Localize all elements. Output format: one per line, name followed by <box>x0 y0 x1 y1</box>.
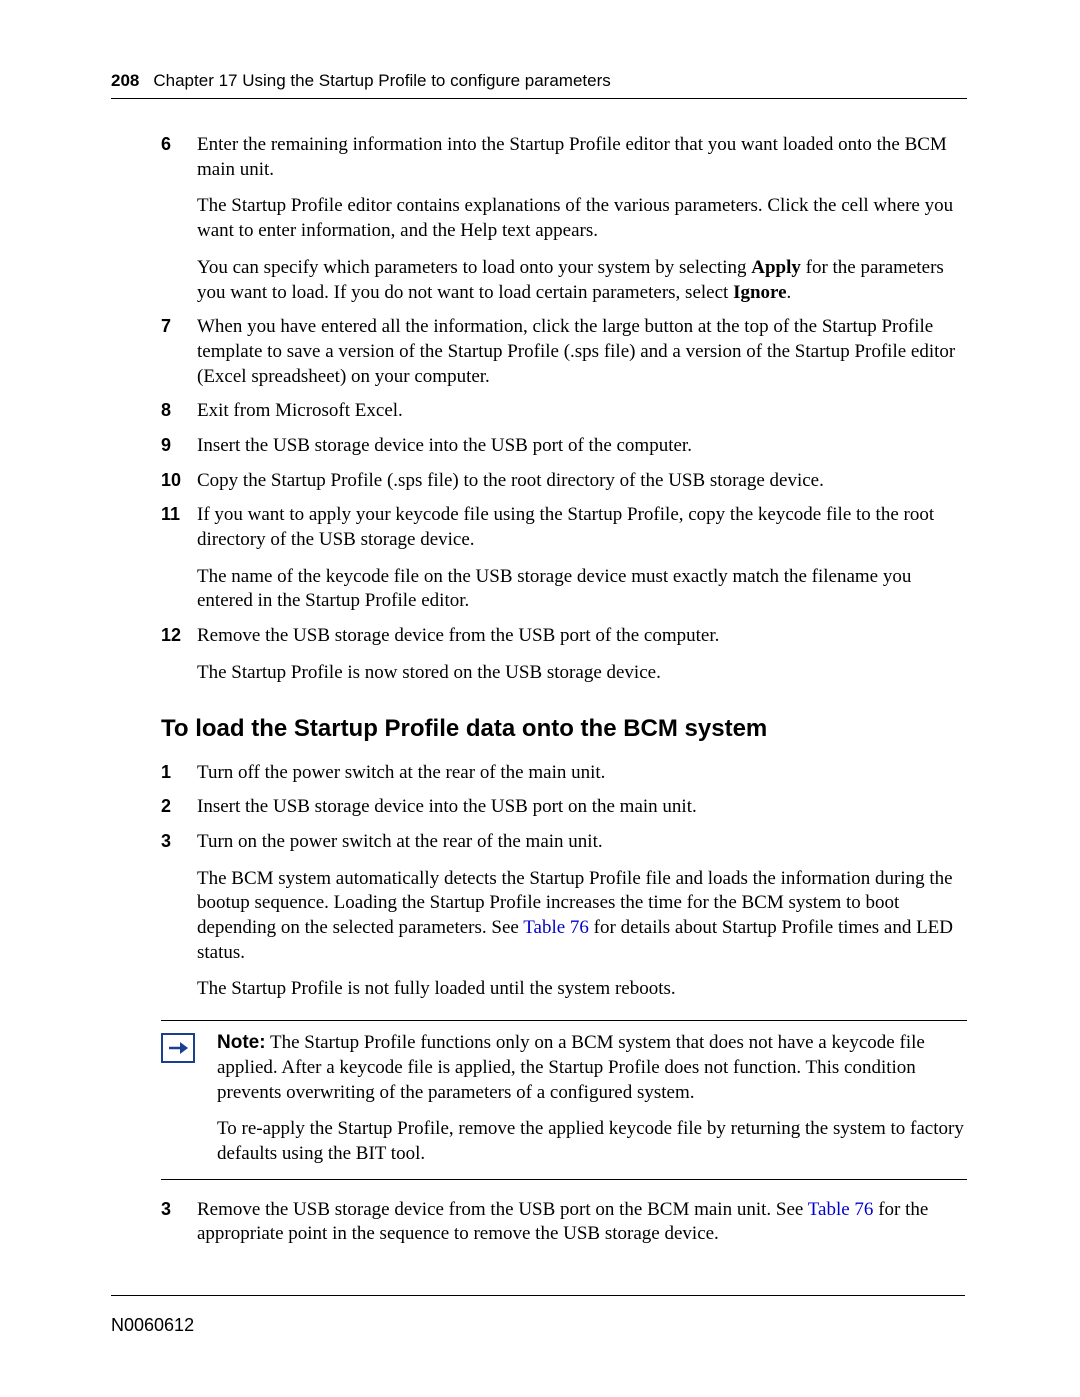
step-body: Exit from Microsoft Excel. <box>197 399 967 424</box>
note-icon-wrap <box>161 1031 217 1166</box>
body-text: Remove the USB storage device from the U… <box>197 624 967 649</box>
step-body: Remove the USB storage device from the U… <box>197 624 967 685</box>
bold-text: Apply <box>751 257 801 278</box>
step-item: 12 Remove the USB storage device from th… <box>161 624 967 685</box>
page-number: 208 <box>111 70 139 92</box>
body-text: Note: The Startup Profile functions only… <box>217 1031 967 1105</box>
step-item: 3 Remove the USB storage device from the… <box>161 1198 967 1247</box>
bold-text: Ignore <box>733 282 786 303</box>
chapter-title: Chapter 17 Using the Startup Profile to … <box>153 70 610 92</box>
step-item: 11 If you want to apply your keycode fil… <box>161 503 967 614</box>
step-body: Insert the USB storage device into the U… <box>197 434 967 459</box>
step-body: Turn off the power switch at the rear of… <box>197 761 967 786</box>
step-number: 3 <box>161 830 197 1002</box>
text-run: You can specify which parameters to load… <box>197 257 751 278</box>
body-text: The Startup Profile is now stored on the… <box>197 661 967 686</box>
cross-ref-link[interactable]: Table 76 <box>523 917 589 938</box>
step-number: 9 <box>161 434 197 459</box>
body-text: Insert the USB storage device into the U… <box>197 434 967 459</box>
body-text: Exit from Microsoft Excel. <box>197 399 967 424</box>
note-text: Note: The Startup Profile functions only… <box>217 1031 967 1166</box>
note-callout: Note: The Startup Profile functions only… <box>161 1020 967 1179</box>
cross-ref-link[interactable]: Table 76 <box>808 1199 874 1220</box>
body-text: Turn off the power switch at the rear of… <box>197 761 967 786</box>
body-text: The Startup Profile is not fully loaded … <box>197 977 967 1002</box>
step-body: Turn on the power switch at the rear of … <box>197 830 967 1002</box>
body-text: Remove the USB storage device from the U… <box>197 1198 967 1247</box>
text-run: Remove the USB storage device from the U… <box>197 1199 808 1220</box>
step-number: 7 <box>161 315 197 389</box>
footer-doc-id: N0060612 <box>111 1295 965 1337</box>
step-number: 12 <box>161 624 197 685</box>
step-number: 6 <box>161 133 197 305</box>
note-label: Note: <box>217 1032 266 1053</box>
step-body: Insert the USB storage device into the U… <box>197 795 967 820</box>
step-body: Enter the remaining information into the… <box>197 133 967 305</box>
body-text: If you want to apply your keycode file u… <box>197 503 967 552</box>
body-text: When you have entered all the informatio… <box>197 315 967 389</box>
step-item: 3 Turn on the power switch at the rear o… <box>161 830 967 1002</box>
step-item: 1 Turn off the power switch at the rear … <box>161 761 967 786</box>
body-text: The name of the keycode file on the USB … <box>197 565 967 614</box>
step-number: 8 <box>161 399 197 424</box>
step-number: 3 <box>161 1198 197 1247</box>
step-body: When you have entered all the informatio… <box>197 315 967 389</box>
step-number: 11 <box>161 503 197 614</box>
step-item: 10 Copy the Startup Profile (.sps file) … <box>161 469 967 494</box>
arrow-right-icon <box>161 1033 195 1063</box>
document-page: 208 Chapter 17 Using the Startup Profile… <box>0 0 1080 1397</box>
body-text: You can specify which parameters to load… <box>197 256 967 305</box>
step-item: 8 Exit from Microsoft Excel. <box>161 399 967 424</box>
body-text: The Startup Profile editor contains expl… <box>197 194 967 243</box>
body-text: To re-apply the Startup Profile, remove … <box>217 1117 967 1166</box>
running-header: 208 Chapter 17 Using the Startup Profile… <box>111 70 967 99</box>
step-number: 10 <box>161 469 197 494</box>
step-item: 2 Insert the USB storage device into the… <box>161 795 967 820</box>
step-body: If you want to apply your keycode file u… <box>197 503 967 614</box>
body-text: Enter the remaining information into the… <box>197 133 967 182</box>
step-body: Copy the Startup Profile (.sps file) to … <box>197 469 967 494</box>
step-item: 6 Enter the remaining information into t… <box>161 133 967 305</box>
step-body: Remove the USB storage device from the U… <box>197 1198 967 1247</box>
body-text: Insert the USB storage device into the U… <box>197 795 967 820</box>
step-item: 9 Insert the USB storage device into the… <box>161 434 967 459</box>
body-text: The BCM system automatically detects the… <box>197 867 967 966</box>
text-run: The Startup Profile functions only on a … <box>217 1032 925 1102</box>
body-text: Copy the Startup Profile (.sps file) to … <box>197 469 967 494</box>
body-text: Turn on the power switch at the rear of … <box>197 830 967 855</box>
text-run: . <box>787 282 792 303</box>
step-number: 1 <box>161 761 197 786</box>
section-heading: To load the Startup Profile data onto th… <box>161 713 967 744</box>
step-item: 7 When you have entered all the informat… <box>161 315 967 389</box>
step-number: 2 <box>161 795 197 820</box>
